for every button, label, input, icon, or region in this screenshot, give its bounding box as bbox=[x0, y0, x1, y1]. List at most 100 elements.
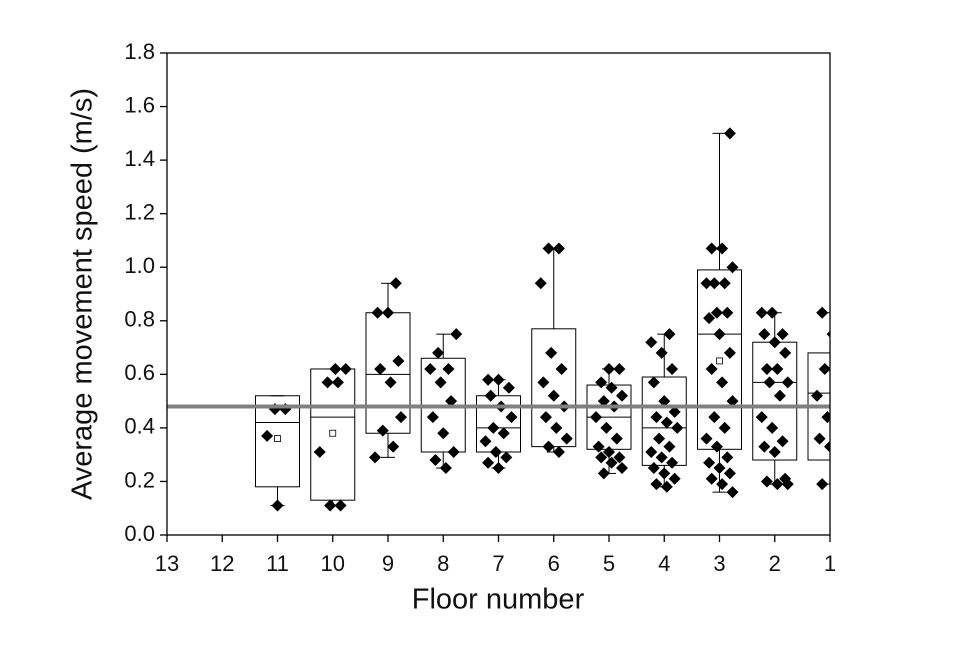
data-point bbox=[705, 472, 718, 485]
x-axis-title: Floor number bbox=[412, 584, 585, 616]
data-point bbox=[816, 478, 829, 491]
data-point bbox=[497, 427, 510, 440]
data-point bbox=[716, 242, 729, 255]
data-point bbox=[813, 432, 826, 445]
data-point bbox=[668, 472, 681, 485]
data-point bbox=[537, 376, 550, 389]
data-point bbox=[603, 362, 615, 375]
x-tick-label: 13 bbox=[155, 551, 179, 576]
data-point bbox=[816, 306, 829, 319]
data-point bbox=[542, 440, 555, 453]
data-point bbox=[755, 306, 768, 319]
data-point bbox=[545, 346, 558, 359]
data-point bbox=[384, 376, 397, 389]
data-point bbox=[655, 346, 668, 359]
data-point bbox=[334, 499, 347, 512]
data-point bbox=[668, 405, 681, 418]
data-point bbox=[666, 362, 679, 375]
data-point bbox=[597, 467, 610, 480]
data-point bbox=[484, 389, 497, 402]
y-axis-title: Average movement speed (m/s) bbox=[67, 88, 99, 500]
y-tick-label: 0.4 bbox=[124, 414, 155, 439]
x-tick-label: 8 bbox=[437, 551, 449, 576]
data-point bbox=[713, 462, 726, 475]
data-point bbox=[605, 381, 618, 394]
x-tick-label: 2 bbox=[769, 551, 781, 576]
mean-marker bbox=[716, 357, 723, 365]
x-tick-label: 12 bbox=[210, 551, 234, 576]
data-point bbox=[703, 456, 716, 469]
data-point bbox=[445, 395, 458, 408]
data-point bbox=[613, 362, 626, 375]
data-point bbox=[539, 411, 552, 424]
data-point bbox=[605, 456, 618, 469]
data-point bbox=[821, 411, 830, 424]
data-point bbox=[382, 306, 394, 319]
data-point bbox=[261, 429, 274, 442]
data-point bbox=[613, 451, 626, 464]
data-point bbox=[655, 451, 668, 464]
data-point bbox=[771, 478, 784, 491]
data-point bbox=[660, 480, 673, 493]
mean-marker bbox=[329, 429, 337, 437]
data-point bbox=[547, 389, 560, 402]
data-point bbox=[429, 454, 442, 467]
data-point bbox=[708, 277, 721, 290]
data-point bbox=[837, 347, 849, 359]
data-point bbox=[424, 362, 437, 375]
data-point bbox=[492, 462, 505, 475]
y-tick-label: 0.8 bbox=[124, 307, 155, 332]
data-point bbox=[482, 456, 495, 469]
data-point bbox=[560, 432, 573, 445]
data-point bbox=[834, 473, 846, 485]
data-point bbox=[550, 421, 563, 434]
data-point bbox=[271, 499, 284, 512]
x-tick-label: 6 bbox=[548, 551, 560, 576]
data-point bbox=[339, 362, 352, 375]
data-point bbox=[650, 411, 663, 424]
data-point bbox=[776, 435, 789, 448]
data-point bbox=[369, 451, 381, 464]
data-point bbox=[818, 362, 830, 375]
box bbox=[752, 341, 798, 461]
y-tick-label: 0.0 bbox=[124, 521, 155, 546]
data-point bbox=[555, 362, 568, 375]
data-point bbox=[824, 440, 830, 453]
data-point bbox=[597, 395, 610, 408]
data-point bbox=[726, 486, 739, 499]
data-point bbox=[482, 373, 495, 386]
x-tick-label: 9 bbox=[382, 551, 394, 576]
data-point bbox=[705, 362, 718, 375]
data-point bbox=[703, 312, 716, 325]
x-tick-label: 7 bbox=[492, 551, 504, 576]
data-point bbox=[660, 416, 673, 429]
data-point bbox=[389, 277, 402, 290]
data-point bbox=[552, 242, 565, 255]
x-tick-label: 11 bbox=[266, 551, 289, 576]
data-point bbox=[771, 362, 784, 375]
data-point bbox=[447, 445, 460, 458]
data-point bbox=[811, 389, 823, 402]
y-tick-label: 1.4 bbox=[124, 146, 155, 171]
data-point bbox=[500, 451, 513, 464]
data-point bbox=[487, 421, 500, 434]
data-point bbox=[758, 440, 771, 453]
data-point bbox=[590, 411, 602, 424]
data-point bbox=[718, 421, 731, 434]
data-point bbox=[710, 440, 723, 453]
x-tick-label: 4 bbox=[658, 551, 670, 576]
data-point bbox=[726, 395, 739, 408]
data-point bbox=[723, 346, 736, 359]
data-point bbox=[645, 445, 658, 458]
data-point bbox=[595, 376, 608, 389]
data-point bbox=[371, 306, 384, 319]
data-point bbox=[832, 422, 844, 434]
data-point bbox=[542, 242, 555, 255]
data-point bbox=[650, 478, 663, 491]
data-point bbox=[592, 440, 605, 453]
data-point bbox=[781, 376, 794, 389]
data-point bbox=[723, 467, 736, 480]
data-point bbox=[534, 277, 547, 290]
data-point bbox=[329, 362, 342, 375]
